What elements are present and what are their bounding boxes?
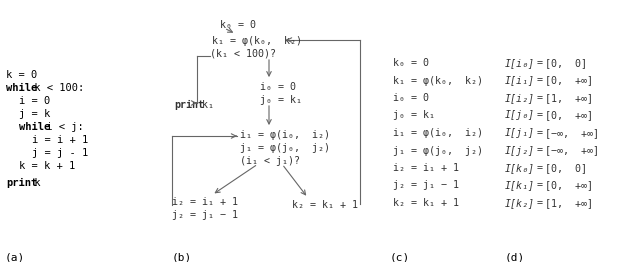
Text: k₀ = 0: k₀ = 0 <box>220 20 256 30</box>
Text: =: = <box>537 58 543 68</box>
Text: [1,  +∞]: [1, +∞] <box>545 93 593 103</box>
Text: =: = <box>537 145 543 156</box>
Text: i = i + 1: i = i + 1 <box>32 135 88 145</box>
Text: k₁: k₁ <box>196 100 213 110</box>
Text: =: = <box>537 128 543 138</box>
Text: (a): (a) <box>5 252 25 262</box>
Text: I[k₂]: I[k₂] <box>505 198 535 208</box>
Text: j₁ = φ(j₀,  j₂): j₁ = φ(j₀, j₂) <box>393 145 483 156</box>
Text: [0,  0]: [0, 0] <box>545 58 587 68</box>
Text: j₀ = k₁: j₀ = k₁ <box>393 111 435 121</box>
Text: (b): (b) <box>172 252 192 262</box>
Text: print: print <box>6 178 37 188</box>
Text: i₁ = φ(i₀,  i₂): i₁ = φ(i₀, i₂) <box>393 128 483 138</box>
Text: I[k₁]: I[k₁] <box>505 181 535 190</box>
Text: =: = <box>537 163 543 173</box>
Text: (k₁ < 100)?: (k₁ < 100)? <box>210 49 276 59</box>
Text: I[j₂]: I[j₂] <box>505 145 535 156</box>
Text: k₁ = φ(k₀,  k₂): k₁ = φ(k₀, k₂) <box>393 75 483 85</box>
Text: =: = <box>537 181 543 190</box>
Text: (c): (c) <box>390 252 410 262</box>
Text: [0,  +∞]: [0, +∞] <box>545 111 593 121</box>
Text: j = k: j = k <box>19 109 50 119</box>
Text: j₂ = j₁ − 1: j₂ = j₁ − 1 <box>172 210 238 220</box>
Text: i₀ = 0: i₀ = 0 <box>393 93 429 103</box>
Text: (i₁ < j₁)?: (i₁ < j₁)? <box>240 156 300 166</box>
Text: I[j₀]: I[j₀] <box>505 111 535 121</box>
Text: j₁ = φ(j₀,  j₂): j₁ = φ(j₀, j₂) <box>240 143 330 153</box>
Text: [0,  +∞]: [0, +∞] <box>545 75 593 85</box>
Text: =: = <box>537 75 543 85</box>
Text: I[k₀]: I[k₀] <box>505 163 535 173</box>
Text: k: k <box>27 178 40 188</box>
Text: [−∞,  +∞]: [−∞, +∞] <box>545 145 599 156</box>
Text: k = 0: k = 0 <box>6 70 37 80</box>
Text: I[i₂]: I[i₂] <box>505 93 535 103</box>
Text: =: = <box>537 198 543 208</box>
Text: k₂ = k₁ + 1: k₂ = k₁ + 1 <box>393 198 459 208</box>
Text: [0,  0]: [0, 0] <box>545 163 587 173</box>
Text: i₀ = 0: i₀ = 0 <box>260 82 296 92</box>
Text: while: while <box>19 122 50 132</box>
Text: i₁ = φ(i₀,  i₂): i₁ = φ(i₀, i₂) <box>240 130 330 140</box>
Text: j = j - 1: j = j - 1 <box>32 148 88 158</box>
Text: i = 0: i = 0 <box>19 96 50 106</box>
Text: print: print <box>174 100 204 110</box>
Text: I[i₁]: I[i₁] <box>505 75 535 85</box>
Text: i < j:: i < j: <box>40 122 84 132</box>
Text: [0,  +∞]: [0, +∞] <box>545 181 593 190</box>
Text: =: = <box>537 111 543 121</box>
Text: k < 100:: k < 100: <box>27 83 83 93</box>
Text: [1,  +∞]: [1, +∞] <box>545 198 593 208</box>
Text: =: = <box>537 93 543 103</box>
Text: while: while <box>6 83 37 93</box>
Text: i₂ = i₁ + 1: i₂ = i₁ + 1 <box>172 197 238 207</box>
Text: j₂ = j₁ − 1: j₂ = j₁ − 1 <box>393 181 459 190</box>
Text: (d): (d) <box>505 252 526 262</box>
Text: k = k + 1: k = k + 1 <box>19 161 75 171</box>
Text: [−∞,  +∞]: [−∞, +∞] <box>545 128 599 138</box>
Text: k₀ = 0: k₀ = 0 <box>393 58 429 68</box>
Text: k₁ = φ(k₀,  k₂): k₁ = φ(k₀, k₂) <box>212 36 302 46</box>
Text: I[i₀]: I[i₀] <box>505 58 535 68</box>
Text: I[j₁]: I[j₁] <box>505 128 535 138</box>
Text: k₂ = k₁ + 1: k₂ = k₁ + 1 <box>292 200 358 210</box>
Text: i₂ = i₁ + 1: i₂ = i₁ + 1 <box>393 163 459 173</box>
Text: j₀ = k₁: j₀ = k₁ <box>260 95 302 105</box>
